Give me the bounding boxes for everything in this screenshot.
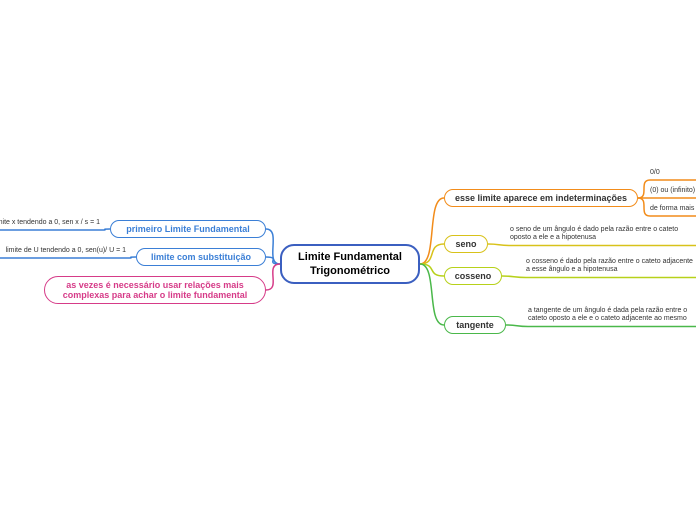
leaf-cosseno-0: o cosseno é dado pela razão entre o cate…: [526, 258, 696, 277]
leaf-indet-1: (0) ou (infinito): [650, 187, 696, 197]
leaf-indet-0: 0/0: [650, 169, 696, 179]
leaf-primeiro-0: limite x tendendo a 0, sen x / s = 1: [0, 219, 100, 229]
node-primeiro[interactable]: primeiro Limite Fundamental: [110, 220, 266, 238]
node-tangente[interactable]: tangente: [444, 316, 506, 334]
node-indet[interactable]: esse limite aparece em indeterminações: [444, 189, 638, 207]
leaf-tangente-0: a tangente de um ângulo é dada pela razã…: [528, 307, 696, 326]
leaf-indet-2: de forma mais: [650, 205, 696, 215]
node-seno[interactable]: seno: [444, 235, 488, 253]
center-node[interactable]: Limite FundamentalTrigonométrico: [280, 244, 420, 284]
leaf-subst-0: limite de U tendendo a 0, sen(u)/ U = 1: [0, 247, 126, 257]
node-cosseno[interactable]: cosseno: [444, 267, 502, 285]
node-complex[interactable]: as vezes é necessário usar relações mais…: [44, 276, 266, 304]
leaf-seno-0: o seno de um ângulo é dado pela razão en…: [510, 226, 696, 245]
node-subst[interactable]: limite com substituição: [136, 248, 266, 266]
